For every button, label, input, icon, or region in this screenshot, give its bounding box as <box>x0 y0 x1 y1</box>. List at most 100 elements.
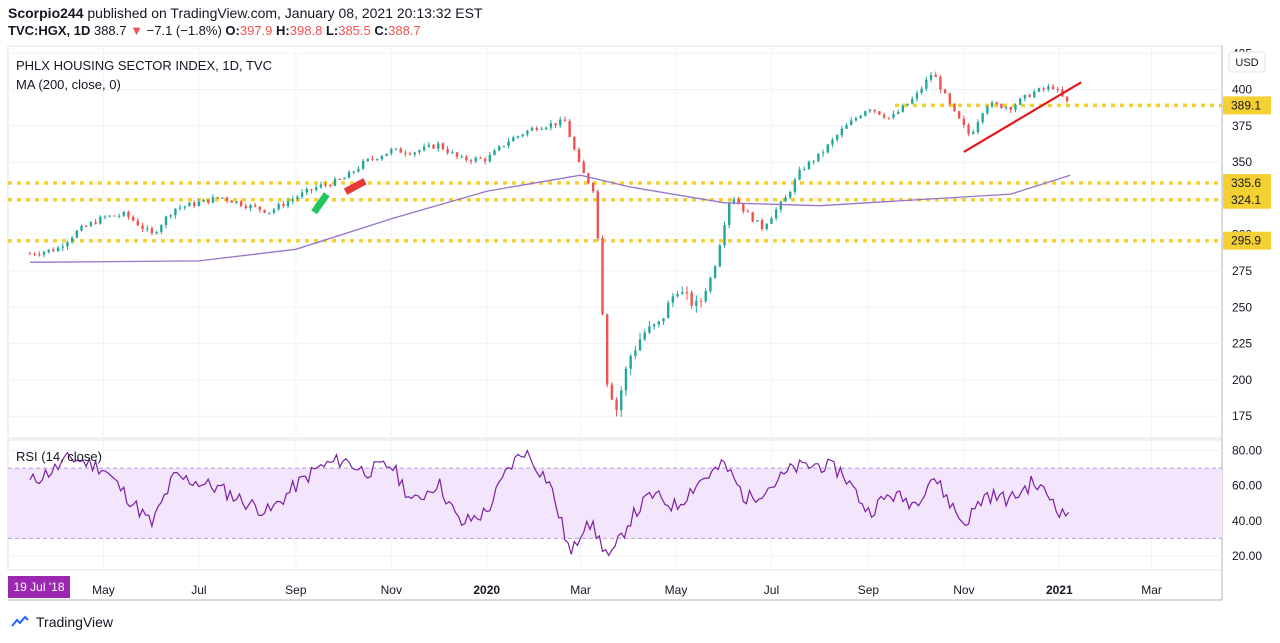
candle <box>305 189 309 193</box>
candle <box>516 135 520 138</box>
candle <box>211 197 215 203</box>
candle <box>920 88 923 93</box>
candle <box>901 105 905 112</box>
candle <box>99 216 102 224</box>
rsi-indicator-label: RSI (14, close) <box>16 449 102 464</box>
candle <box>390 149 393 154</box>
candle <box>596 191 599 239</box>
candle <box>451 152 454 154</box>
candle <box>1047 86 1050 90</box>
candle <box>544 127 548 129</box>
candle <box>479 157 482 159</box>
candle <box>704 291 707 302</box>
candle <box>385 153 388 157</box>
candle <box>75 230 79 238</box>
candle <box>80 225 83 231</box>
price-tag <box>1223 190 1271 209</box>
candle <box>460 156 463 158</box>
tradingview-footer[interactable]: TradingView <box>10 614 113 630</box>
candle <box>995 102 998 104</box>
high-label: H: <box>276 23 290 38</box>
candle <box>268 212 271 214</box>
rsi-tick-label: 40.00 <box>1232 514 1262 528</box>
candle <box>150 228 154 234</box>
low-label: L: <box>325 23 339 38</box>
candle <box>831 139 834 145</box>
candle <box>498 146 501 151</box>
trendline[interactable] <box>963 81 1082 153</box>
candle <box>314 187 318 191</box>
candle <box>676 293 679 297</box>
start-date-label: 19 Jul '18 <box>14 580 65 594</box>
publisher-name[interactable]: Scorpio244 <box>8 5 84 21</box>
candle <box>699 300 703 302</box>
candle <box>620 390 623 411</box>
candle <box>624 368 628 391</box>
candle <box>488 155 492 162</box>
candle <box>554 123 557 126</box>
candle <box>272 209 276 213</box>
candle <box>33 253 36 255</box>
rsi-tick-label: 80.00 <box>1232 444 1262 458</box>
candle <box>535 127 538 130</box>
candle <box>202 199 205 202</box>
candle <box>89 222 93 227</box>
candle <box>366 158 370 162</box>
buy-sticker <box>311 192 330 215</box>
candle <box>61 246 64 248</box>
candle <box>1000 103 1003 109</box>
candle <box>131 216 135 221</box>
candle <box>929 74 933 80</box>
candle <box>352 171 355 173</box>
candle <box>723 224 726 246</box>
candle <box>629 355 632 369</box>
candle <box>399 148 402 153</box>
candle <box>793 179 797 192</box>
symbol-label: TVC:HGX, 1D <box>8 23 91 38</box>
candle <box>122 211 125 216</box>
candle <box>577 149 581 163</box>
candle <box>380 156 384 160</box>
candle <box>178 207 182 209</box>
price-tick-label: 350 <box>1232 155 1252 169</box>
candle <box>347 171 351 179</box>
candle <box>469 160 473 162</box>
candle <box>784 197 787 202</box>
candle <box>113 215 116 217</box>
candle <box>774 209 778 219</box>
candle <box>56 247 60 252</box>
candle <box>671 296 675 303</box>
candle <box>850 120 853 126</box>
currency-box[interactable] <box>1228 51 1266 73</box>
candle <box>718 245 722 267</box>
candle <box>483 158 487 162</box>
rsi-tick-label: 20.00 <box>1232 549 1262 563</box>
candle <box>188 202 191 207</box>
candle <box>446 149 449 153</box>
candle <box>263 209 266 213</box>
candle <box>732 199 736 203</box>
publish-info: published on TradingView.com, January 08… <box>87 5 483 21</box>
candle <box>502 145 506 147</box>
price-tag <box>1223 231 1271 250</box>
price-tick-label: 200 <box>1232 373 1252 387</box>
candle <box>854 118 858 121</box>
ohlc-header: TVC:HGX, 1D 388.7 ▼ −7.1 (−1.8%) O:397.9… <box>8 23 421 38</box>
candle <box>615 399 618 411</box>
candle <box>948 93 951 104</box>
candle <box>361 161 365 169</box>
candle <box>319 184 323 188</box>
candle <box>868 109 872 112</box>
rsi-tick-label: 60.00 <box>1232 479 1262 493</box>
candle <box>892 113 895 118</box>
candle <box>1037 88 1041 92</box>
time-tick-label: Sep <box>285 583 307 597</box>
candle <box>1018 98 1022 105</box>
candle <box>568 121 571 137</box>
candle <box>216 197 219 199</box>
candle <box>66 242 69 247</box>
price-tick-label: 375 <box>1232 119 1252 133</box>
candle <box>925 79 928 89</box>
last-price: 388.7 <box>93 23 127 38</box>
